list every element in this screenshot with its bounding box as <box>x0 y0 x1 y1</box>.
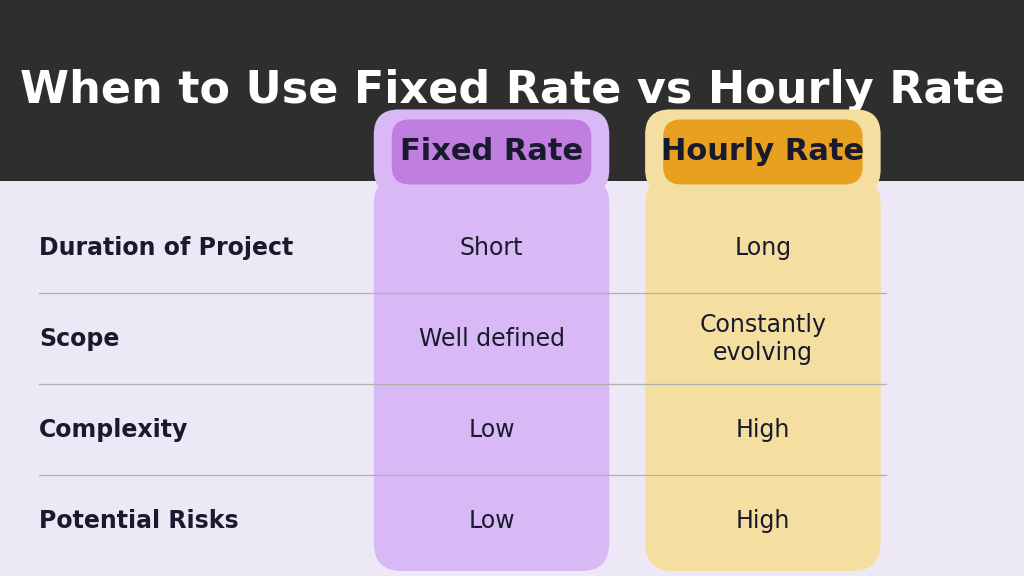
Text: Long: Long <box>734 236 792 260</box>
FancyBboxPatch shape <box>374 109 609 195</box>
Text: Hourly Rate: Hourly Rate <box>662 138 864 166</box>
Text: Well defined: Well defined <box>419 327 564 351</box>
FancyBboxPatch shape <box>645 176 881 571</box>
Text: High: High <box>735 418 791 442</box>
Text: Fixed Rate: Fixed Rate <box>400 138 583 166</box>
FancyBboxPatch shape <box>645 109 881 195</box>
Text: Duration of Project: Duration of Project <box>39 236 293 260</box>
Text: Scope: Scope <box>39 327 119 351</box>
Text: High: High <box>735 509 791 533</box>
Text: Low: Low <box>468 509 515 533</box>
Text: Complexity: Complexity <box>39 418 188 442</box>
Text: Short: Short <box>460 236 523 260</box>
FancyBboxPatch shape <box>392 119 591 184</box>
Text: Low: Low <box>468 418 515 442</box>
Text: Constantly
evolving: Constantly evolving <box>699 313 826 365</box>
Text: Potential Risks: Potential Risks <box>39 509 239 533</box>
FancyBboxPatch shape <box>0 0 1024 181</box>
FancyBboxPatch shape <box>374 176 609 571</box>
FancyBboxPatch shape <box>664 119 862 184</box>
Text: When to Use Fixed Rate vs Hourly Rate: When to Use Fixed Rate vs Hourly Rate <box>19 69 1005 112</box>
